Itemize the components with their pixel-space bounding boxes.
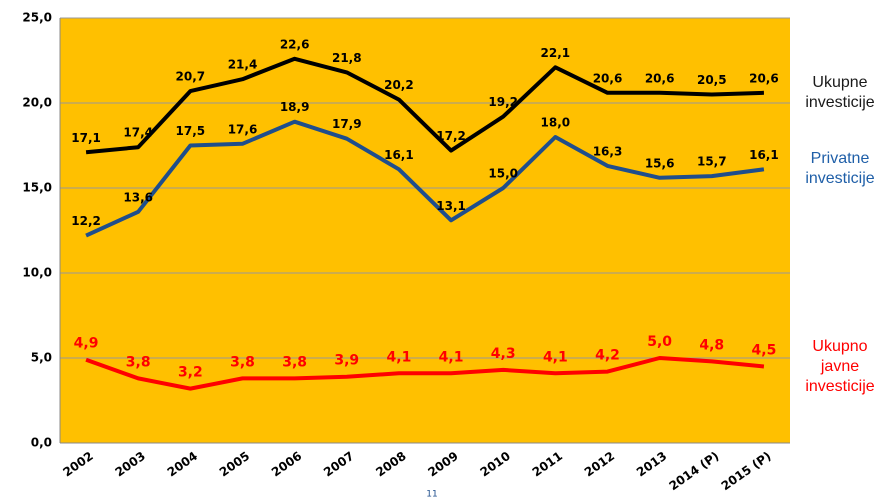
data-label: 4,8	[699, 337, 724, 353]
data-label: 3,8	[230, 354, 255, 370]
data-label: 3,9	[334, 353, 359, 369]
data-label: 16,3	[593, 144, 623, 158]
data-label: 4,1	[439, 349, 464, 365]
data-label: 4,1	[543, 349, 568, 365]
x-tick-label: 2009	[425, 449, 460, 480]
x-tick-label: 2002	[60, 449, 95, 480]
data-label: 20,5	[697, 73, 727, 87]
data-label: 16,1	[749, 148, 779, 162]
x-tick-label: 2006	[269, 449, 304, 480]
data-label: 4,3	[491, 346, 516, 362]
x-tick-label: 2007	[321, 449, 356, 480]
x-tick-label: 2003	[113, 449, 148, 480]
legend-entry: Privatne investicije	[805, 150, 875, 188]
x-tick-label: 2011	[530, 449, 565, 480]
data-label: 3,8	[126, 354, 151, 370]
y-tick-label: 5,0	[31, 351, 52, 365]
page-number: 11	[426, 490, 437, 500]
data-label: 15,7	[697, 155, 727, 169]
data-label: 4,9	[74, 336, 99, 352]
data-label: 13,1	[436, 199, 466, 213]
x-tick-label: 2014 (P)	[667, 449, 722, 493]
data-label: 15,0	[488, 167, 518, 181]
data-label: 17,6	[228, 122, 258, 136]
data-label: 17,9	[332, 117, 362, 131]
legend-entry: Ukupne investicije	[805, 73, 875, 111]
data-label: 18,0	[541, 116, 571, 130]
series-line	[85, 56, 764, 155]
x-tick-label: 2004	[165, 449, 200, 480]
data-label: 20,6	[645, 71, 675, 85]
data-label: 20,6	[593, 71, 623, 85]
data-label: 3,8	[282, 354, 307, 370]
x-tick-label: 2013	[634, 449, 669, 480]
data-label: 5,0	[647, 334, 672, 350]
data-label: 15,6	[645, 156, 675, 170]
x-tick-label: 2008	[373, 449, 408, 480]
x-tick-label: 2010	[478, 449, 513, 480]
data-label: 22,1	[541, 46, 571, 60]
data-label: 17,5	[176, 124, 206, 138]
data-label: 21,8	[332, 51, 362, 65]
y-tick-label: 15,0	[22, 181, 52, 195]
data-label: 4,2	[595, 348, 620, 364]
data-label: 20,7	[176, 70, 206, 84]
y-tick-label: 20,0	[22, 96, 52, 110]
data-label: 4,1	[387, 349, 412, 365]
x-tick-label: 2015 (P)	[719, 449, 774, 493]
data-label: 3,2	[178, 365, 203, 381]
data-label: 17,1	[71, 131, 101, 145]
y-tick-label: 0,0	[31, 436, 52, 450]
series-line	[85, 119, 765, 238]
series-line	[85, 356, 765, 391]
data-label: 4,5	[752, 343, 777, 359]
data-label: 13,6	[123, 190, 153, 204]
data-label: 20,2	[384, 78, 414, 92]
data-label: 17,4	[123, 126, 153, 140]
data-label: 16,1	[384, 148, 414, 162]
data-label: 18,9	[280, 100, 310, 114]
x-tick-label: 2005	[217, 449, 252, 480]
data-label: 19,2	[488, 95, 518, 109]
x-tick-label: 2012	[582, 449, 617, 480]
data-label: 21,4	[228, 58, 258, 72]
legend-entry: Ukupno javne investicije	[805, 337, 875, 395]
data-label: 22,6	[280, 37, 310, 51]
data-label: 12,2	[71, 214, 101, 228]
y-tick-label: 25,0	[22, 11, 52, 25]
y-tick-label: 10,0	[22, 266, 52, 280]
plot-area	[60, 18, 790, 443]
data-label: 17,2	[436, 129, 466, 143]
data-label: 20,6	[749, 71, 779, 85]
